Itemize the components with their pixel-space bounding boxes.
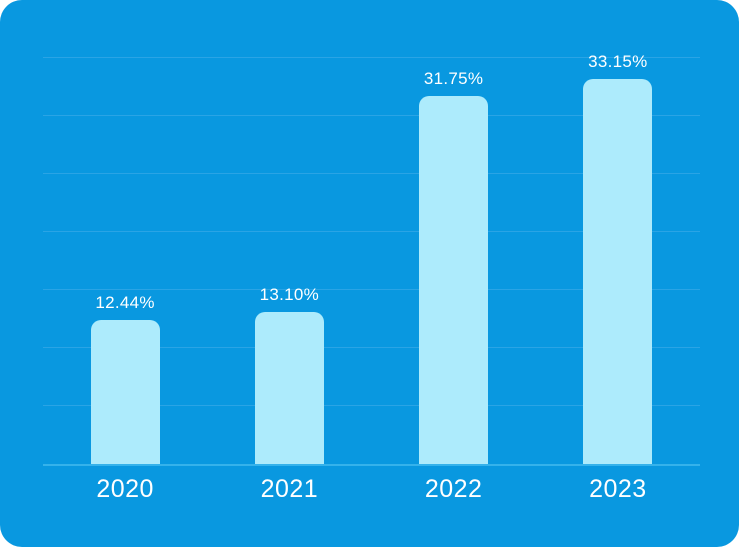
gridline — [43, 231, 700, 232]
x-axis-label-2022: 2022 — [424, 475, 483, 503]
x-axis-label-2021: 2021 — [260, 475, 319, 503]
x-axis-label-2020: 2020 — [96, 475, 154, 503]
plot-area: 12.44% 13.10% 31.75% 33.15% — [43, 0, 700, 466]
x-axis-label-2023: 2023 — [589, 475, 647, 503]
bar-2020 — [90, 319, 160, 464]
x-axis-line — [43, 464, 700, 466]
gridline — [43, 115, 700, 116]
bar-2023 — [583, 79, 653, 464]
bar-slot-2020: 12.44% — [43, 0, 207, 464]
bar-slot-2023: 33.15% — [536, 0, 700, 464]
bar-2022 — [419, 95, 489, 464]
gridline — [43, 405, 700, 406]
bar-value-label-2022: 31.75% — [423, 68, 484, 88]
gridline — [43, 347, 700, 348]
gridline — [43, 173, 700, 174]
x-axis-labels: 2020 2021 2022 2023 — [43, 466, 700, 547]
gridline — [43, 289, 700, 290]
bar-value-label-2023: 33.15% — [588, 52, 648, 72]
bar-slot-2022: 31.75% — [372, 0, 536, 464]
bar-value-label-2020: 12.44% — [95, 292, 155, 312]
bar-slot-2021: 13.10% — [207, 0, 371, 464]
gridline — [43, 57, 700, 58]
bars-container: 12.44% 13.10% 31.75% 33.15% — [43, 0, 700, 464]
bar-value-label-2021: 13.10% — [259, 285, 320, 305]
bar-2021 — [254, 312, 324, 464]
